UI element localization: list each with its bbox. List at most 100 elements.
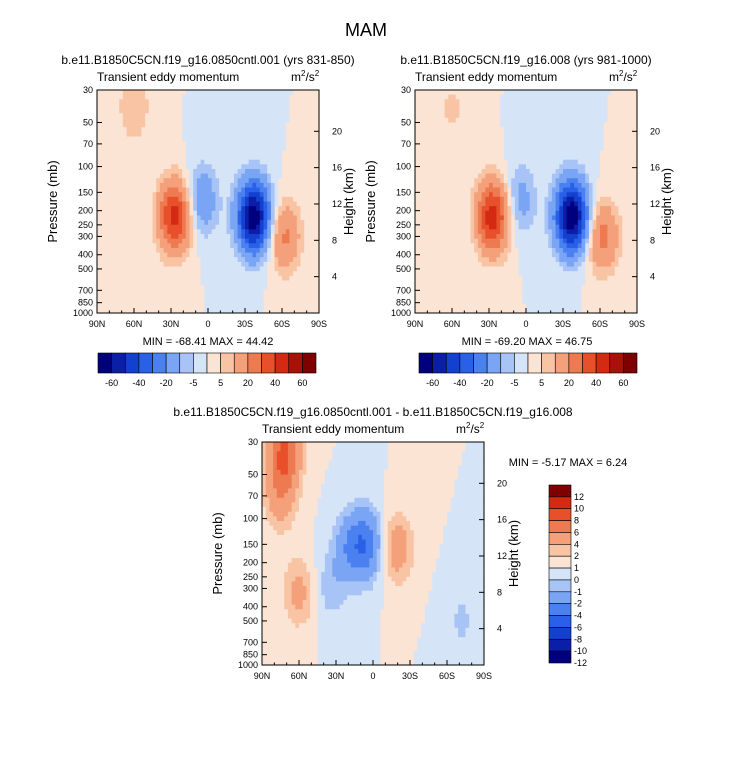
heatmap-cell <box>185 94 191 100</box>
heatmap-cell <box>570 127 575 133</box>
heatmap-cell <box>219 285 224 291</box>
heatmap-cell <box>163 234 168 240</box>
heatmap-cell <box>500 201 505 207</box>
heatmap-cell <box>222 113 228 119</box>
heatmap-cell <box>204 303 209 309</box>
heatmap-cell <box>182 299 187 305</box>
heatmap-cell <box>629 159 634 165</box>
heatmap-cell <box>252 229 257 235</box>
heatmap-cell <box>296 238 302 244</box>
heatmap-cell <box>134 182 139 189</box>
heatmap-cell <box>148 150 154 156</box>
heatmap-cell <box>189 280 194 286</box>
heatmap-cell <box>563 90 568 96</box>
heatmap-cell <box>122 94 128 100</box>
heatmap-cell <box>444 192 449 198</box>
heatmap-cell <box>100 201 105 207</box>
heatmap-cell <box>267 299 272 305</box>
heatmap-cell <box>152 94 157 100</box>
heatmap-cell <box>448 145 453 151</box>
heatmap-cell <box>178 90 183 96</box>
heatmap-cell <box>548 192 553 198</box>
heatmap-cell <box>463 141 468 147</box>
heatmap-cell <box>156 243 161 249</box>
heatmap-cell <box>625 192 631 198</box>
heatmap-cell <box>588 196 594 203</box>
heatmap-cell <box>141 266 146 272</box>
heatmap-cell <box>208 224 213 230</box>
heatmap-cell <box>282 155 287 161</box>
heatmap-cell <box>544 192 549 198</box>
heatmap-cell <box>104 192 109 198</box>
heatmap-cell <box>304 192 309 198</box>
heatmap-cell <box>174 127 179 133</box>
heatmap-cell <box>633 155 638 161</box>
heatmap-cell <box>204 210 209 217</box>
heatmap-cell <box>189 285 194 291</box>
heatmap-cell <box>304 257 309 263</box>
heatmap-cell <box>477 206 483 212</box>
heatmap-cell <box>625 141 631 147</box>
heatmap-cell <box>300 127 305 133</box>
heatmap-cell <box>596 210 601 217</box>
heatmap-cell <box>122 215 128 221</box>
heatmap-cell <box>429 99 435 105</box>
heatmap-cell <box>263 108 268 114</box>
heatmap-cell <box>304 206 309 212</box>
heatmap-cell <box>204 182 209 189</box>
heatmap-cell <box>492 243 497 249</box>
heatmap-cell <box>104 122 109 128</box>
heatmap-cell <box>211 299 216 305</box>
heatmap-cell <box>248 192 253 198</box>
heatmap-cell <box>563 164 568 170</box>
heatmap-cell <box>514 145 520 151</box>
heatmap-cell <box>134 303 139 309</box>
heatmap-cell <box>215 220 220 226</box>
heatmap-cell <box>97 117 102 124</box>
heatmap-cell <box>596 192 601 198</box>
heatmap-cell <box>296 168 302 175</box>
heatmap-cell <box>263 275 268 282</box>
heatmap-cell <box>252 280 257 286</box>
heatmap-cell <box>193 178 198 184</box>
heatmap-cell <box>489 206 494 212</box>
heatmap-cell <box>152 252 157 258</box>
heatmap-cell <box>304 187 309 193</box>
heatmap-cell <box>100 308 105 314</box>
heatmap-cell <box>204 215 209 221</box>
heatmap-cell <box>592 238 597 244</box>
colorbar-box <box>124 352 140 374</box>
heatmap-cell <box>285 206 290 212</box>
heatmap-cell <box>248 141 253 147</box>
heatmap-cell <box>452 159 457 165</box>
heatmap-cell <box>304 289 309 296</box>
heatmap-cell <box>566 131 571 138</box>
heatmap-cell <box>219 159 224 165</box>
heatmap-cell <box>522 113 527 119</box>
heatmap-cell <box>522 206 527 212</box>
heatmap-cell <box>507 108 512 114</box>
heatmap-cell <box>137 94 142 100</box>
heatmap-cell <box>182 234 187 240</box>
heatmap-cell <box>126 252 131 258</box>
heatmap-cell <box>470 90 475 96</box>
heatmap-cell <box>196 220 202 226</box>
heatmap-cell <box>529 136 534 142</box>
heatmap-cell <box>315 196 320 203</box>
heatmap-cell <box>278 303 283 309</box>
heatmap-cell <box>204 178 209 184</box>
heatmap-cell <box>145 299 150 305</box>
heatmap-cell <box>137 224 142 230</box>
heatmap-cell <box>563 173 568 179</box>
heatmap-cell <box>270 159 276 165</box>
heatmap-cell <box>97 308 102 314</box>
heatmap-cell <box>171 131 176 138</box>
heatmap-cell <box>311 275 316 282</box>
heatmap-cell <box>300 136 305 142</box>
heatmap-cell <box>263 173 268 179</box>
heatmap-cell <box>108 113 113 119</box>
heatmap-cell <box>278 243 283 249</box>
heatmap-cell <box>307 210 313 217</box>
heatmap-cell <box>544 164 549 170</box>
heatmap-cell <box>448 220 453 226</box>
